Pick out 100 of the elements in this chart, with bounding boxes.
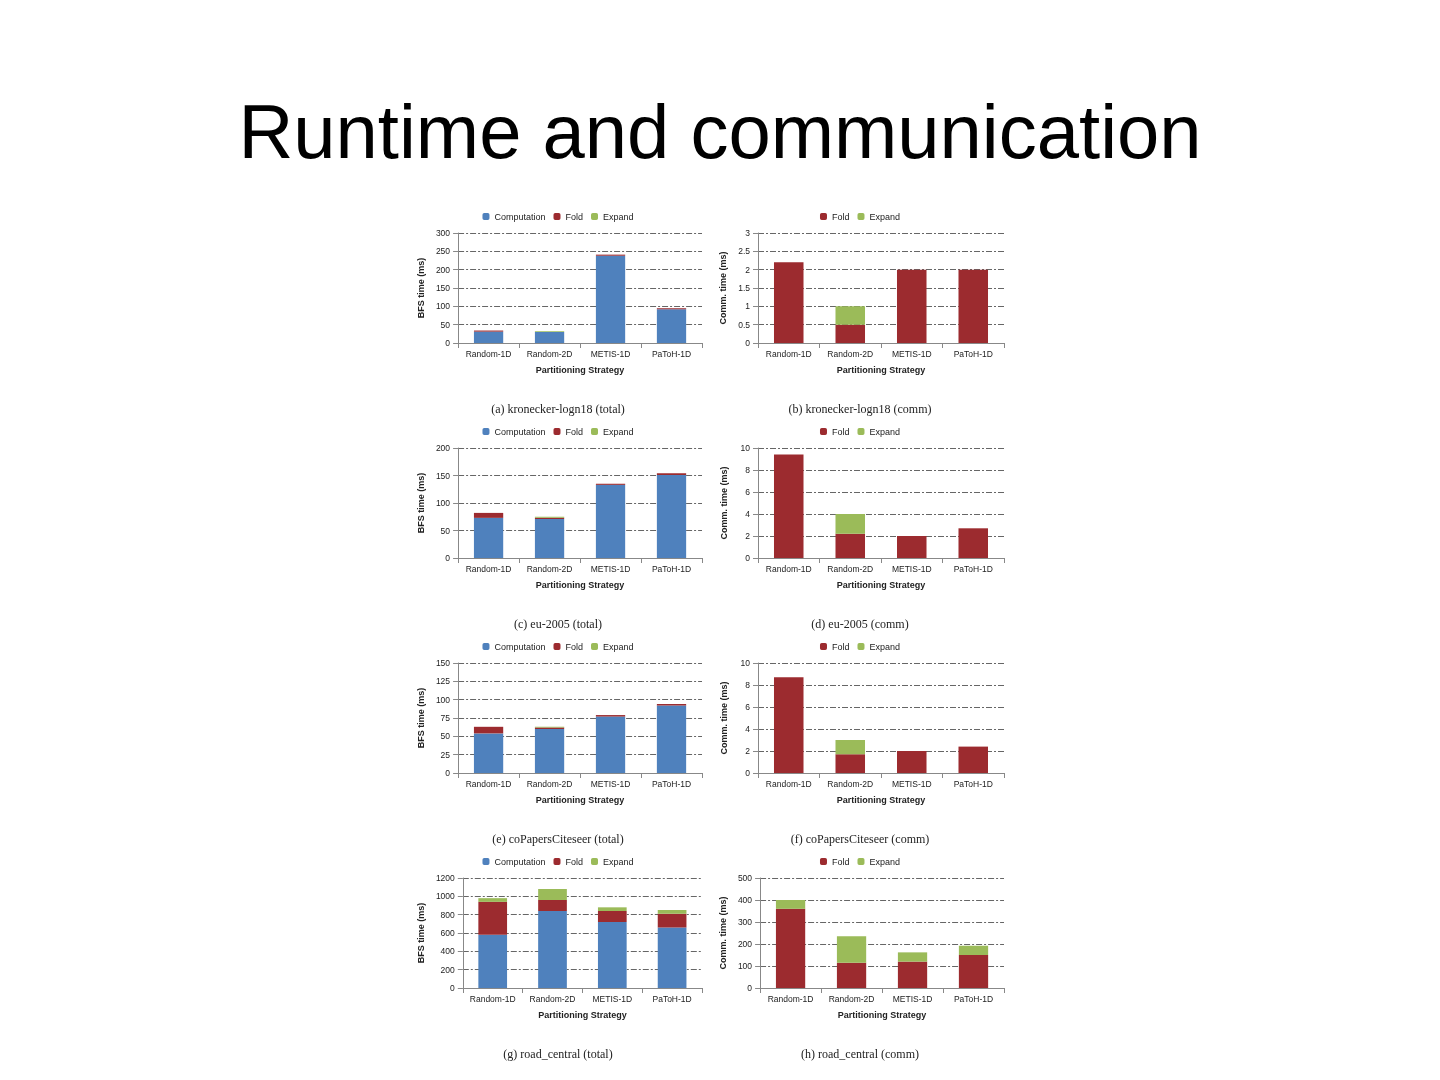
y-tick-label: 125 — [435, 676, 451, 687]
x-tick-label: Random-2D — [827, 563, 874, 574]
x-tick-label: Random-2D — [526, 778, 573, 789]
x-axis-title: Partitioning Strategy — [836, 794, 926, 805]
x-tick-label: METIS-1D — [592, 993, 633, 1004]
x-tick-label: Random-1D — [465, 778, 512, 789]
y-tick-label: 0 — [745, 338, 751, 348]
x-tick-label: METIS-1D — [891, 348, 932, 359]
legend-label: Fold — [831, 211, 850, 222]
legend-label: Fold — [565, 856, 584, 867]
x-tick-label: Random-1D — [465, 563, 512, 574]
x-tick-label: Random-1D — [767, 993, 814, 1004]
x-axis-title: Partitioning Strategy — [535, 794, 625, 805]
text: (h) road_central (comm) — [801, 1047, 919, 1061]
x-tick-label: Random-2D — [827, 348, 874, 359]
y-tick-label: 200 — [435, 443, 451, 453]
y-tick-label: 150 — [435, 470, 451, 481]
y-tick-label: 50 — [440, 525, 451, 536]
legend-label: Computation — [494, 211, 546, 222]
text: (e) coPapersCiteseer (total) — [492, 832, 624, 846]
x-axis-title: Partitioning Strategy — [535, 579, 625, 590]
y-tick-label: 150 — [435, 283, 451, 293]
legend-label: Expand — [869, 211, 901, 222]
legend-label: Fold — [565, 426, 584, 437]
x-axis-title: Partitioning Strategy — [538, 1009, 627, 1020]
y-tick-label: 3 — [745, 228, 751, 238]
legend-label: Fold — [565, 211, 584, 222]
legend-label: Expand — [603, 211, 634, 222]
y-tick-label: 1 — [745, 301, 751, 312]
x-tick-label: Random-1D — [765, 778, 812, 789]
y-tick-label: 8 — [745, 465, 751, 475]
y-tick-label: 0 — [445, 553, 451, 563]
x-tick-label: PaToH-1D — [652, 993, 692, 1004]
y-tick-label: 1.5 — [738, 283, 751, 293]
x-tick-label: Random-1D — [465, 348, 512, 359]
y-tick-label: 2.5 — [738, 246, 751, 257]
y-tick-label: 6 — [745, 487, 751, 497]
y-axis-title: Comm. time (ms) — [718, 681, 729, 755]
y-tick-label: 2 — [745, 531, 751, 541]
legend-label: Expand — [603, 856, 634, 867]
x-tick-label: Random-2D — [526, 348, 573, 359]
y-axis-title: Comm. time (ms) — [717, 251, 728, 325]
x-tick-label: PaToH-1D — [651, 563, 692, 574]
x-tick-label: Random-1D — [765, 563, 812, 574]
legend-label: Fold — [565, 641, 584, 652]
x-tick-label: Random-1D — [765, 348, 812, 359]
y-tick-label: 6 — [745, 702, 751, 712]
text: (d) eu-2005 (comm) — [811, 617, 909, 631]
y-tick-label: 100 — [737, 961, 753, 971]
x-tick-label: PaToH-1D — [953, 348, 993, 359]
y-axis-title: BFS time (ms) — [415, 902, 426, 964]
y-tick-label: 1200 — [435, 873, 456, 883]
text: (b) kronecker-logn18 (comm) — [788, 402, 932, 416]
text: (c) eu-2005 (total) — [514, 617, 602, 631]
chart-title: Runtime and communication — [237, 88, 1203, 175]
x-axis-title: Partitioning Strategy — [837, 1009, 927, 1020]
text: (g) road_central (total) — [503, 1047, 613, 1061]
y-tick-label: 10 — [740, 658, 751, 668]
y-tick-label: 0 — [445, 338, 451, 348]
y-tick-label: 25 — [440, 749, 451, 760]
x-tick-label: METIS-1D — [892, 993, 933, 1004]
x-tick-label: PaToH-1D — [953, 778, 993, 789]
x-axis-title: Partitioning Strategy — [836, 364, 926, 375]
text: (f) coPapersCiteseer (comm) — [790, 832, 930, 846]
x-tick-label: PaToH-1D — [651, 348, 692, 359]
y-axis-title: Comm. time (ms) — [718, 466, 729, 540]
x-tick-label: METIS-1D — [590, 563, 631, 574]
y-tick-label: 10 — [740, 443, 751, 453]
y-tick-label: 0 — [445, 768, 451, 778]
y-axis-title: BFS time (ms) — [415, 472, 426, 534]
y-tick-label: 0 — [747, 983, 753, 993]
text: (a) kronecker-logn18 (total) — [491, 402, 625, 416]
y-tick-label: 100 — [435, 498, 451, 508]
y-tick-label: 400 — [737, 895, 753, 905]
legend-label: Computation — [494, 641, 546, 652]
x-tick-label: METIS-1D — [891, 778, 932, 789]
y-tick-label: 100 — [435, 694, 451, 705]
y-tick-label: 1000 — [435, 891, 456, 902]
x-tick-label: Random-1D — [469, 993, 516, 1004]
x-tick-label: METIS-1D — [590, 348, 631, 359]
y-tick-label: 0 — [745, 768, 751, 778]
y-tick-label: 400 — [440, 946, 456, 957]
x-tick-label: PaToH-1D — [953, 563, 993, 574]
x-tick-label: Random-2D — [526, 563, 573, 574]
y-tick-label: 0 — [745, 553, 751, 563]
y-tick-label: 300 — [737, 917, 753, 927]
legend-label: Fold — [831, 426, 850, 437]
legend-label: Expand — [603, 426, 634, 437]
y-axis-title: Comm. time (ms) — [717, 896, 728, 970]
legend-label: Expand — [869, 641, 901, 652]
legend-label: Fold — [831, 856, 850, 867]
x-tick-label: Random-2D — [827, 778, 874, 789]
y-tick-label: 150 — [435, 658, 451, 668]
legend-label: Expand — [869, 856, 901, 867]
x-axis-title: Partitioning Strategy — [836, 579, 926, 590]
x-axis-title: Partitioning Strategy — [535, 364, 625, 375]
y-tick-label: 0.5 — [738, 319, 751, 330]
y-tick-label: 0 — [450, 983, 456, 993]
x-tick-label: METIS-1D — [891, 563, 932, 574]
y-tick-label: 200 — [440, 964, 456, 975]
